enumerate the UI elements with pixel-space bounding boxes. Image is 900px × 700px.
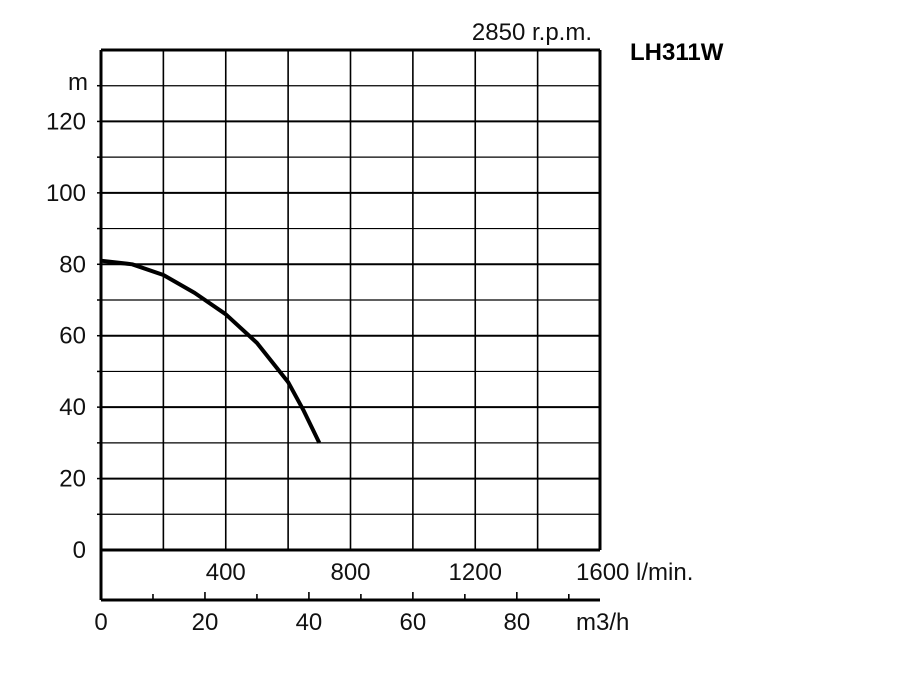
y-tick-label: 20 [59, 466, 86, 493]
y-axis-unit-label: m [68, 69, 88, 96]
y-tick-label: 120 [46, 108, 86, 135]
series-line [100, 258, 322, 444]
chart-grid [101, 50, 600, 550]
x-m3h-tick-label: 40 [296, 609, 323, 636]
x-m3h-tick-label: 80 [503, 609, 530, 636]
chart-title-model: LH311W [630, 39, 724, 66]
y-tick-label: 0 [73, 537, 86, 564]
chart-curves [100, 258, 322, 444]
x-m3h-tick-label: 60 [400, 609, 427, 636]
x-lmin-tick-label: 400 [206, 559, 246, 586]
chart-labels: 0 20 40 60 80 100 120 m 400 800 1200 1600 l/min. 0 20… [46, 19, 724, 636]
chart-subtitle-rpm: 2850 r.p.m. [472, 19, 592, 46]
y-tick-label: 100 [46, 180, 86, 207]
x-m3h-tick-label: 0 [94, 609, 107, 636]
chart-frame [97, 48, 602, 602]
x-lmin-tick-label: 1200 [449, 559, 502, 586]
x-lmin-tick-label: 800 [330, 559, 370, 586]
x-lmin-tick-label-with-unit: 1600 l/min. [576, 559, 693, 586]
y-tick-label: 60 [59, 323, 86, 350]
y-tick-label: 80 [59, 251, 86, 278]
y-tick-label: 40 [59, 394, 86, 421]
x-m3h-unit-label: m3/h [576, 609, 629, 636]
x-m3h-tick-label: 20 [192, 609, 219, 636]
